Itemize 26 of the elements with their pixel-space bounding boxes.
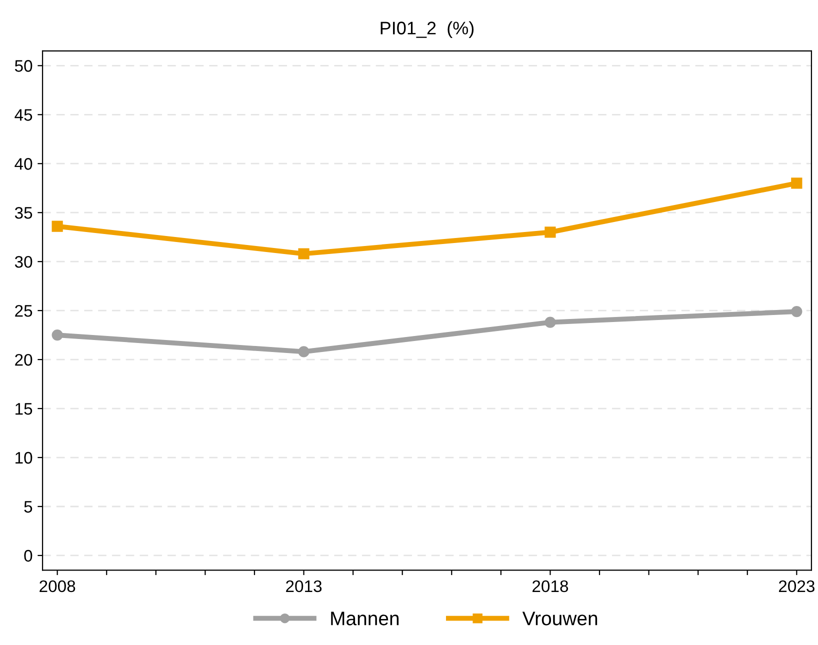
y-tick-label: 10: [16, 452, 32, 464]
point: [544, 316, 556, 328]
y-tick-label: 45: [14, 109, 32, 121]
legend-label: Vrouwen: [522, 612, 598, 626]
point: [544, 226, 556, 238]
x-tick-label: 2018: [532, 580, 568, 592]
chart-title: PI01_2 (%): [380, 21, 474, 38]
x-tick-label: 2008: [40, 580, 76, 592]
point: [791, 178, 802, 189]
x-tick-label: 2023: [778, 580, 814, 592]
y-tick-label: 25: [15, 304, 32, 317]
y-tick-label: 30: [14, 256, 32, 268]
y-tick-label: 20: [15, 354, 32, 366]
y-tick-label: 50: [14, 60, 32, 72]
point: [52, 330, 63, 341]
y-tick-label: 35: [14, 207, 32, 219]
y-tick-label: 0: [24, 550, 32, 562]
y-tick-label: 15: [16, 403, 32, 415]
y-tick-label: 40: [14, 158, 32, 170]
point: [791, 306, 802, 318]
point: [298, 346, 310, 358]
point: [52, 220, 63, 232]
x-tick-label: 2013: [286, 580, 322, 592]
y-tick-label: 5: [24, 501, 32, 513]
legend-label: Mannen: [331, 612, 399, 626]
point: [298, 248, 310, 260]
